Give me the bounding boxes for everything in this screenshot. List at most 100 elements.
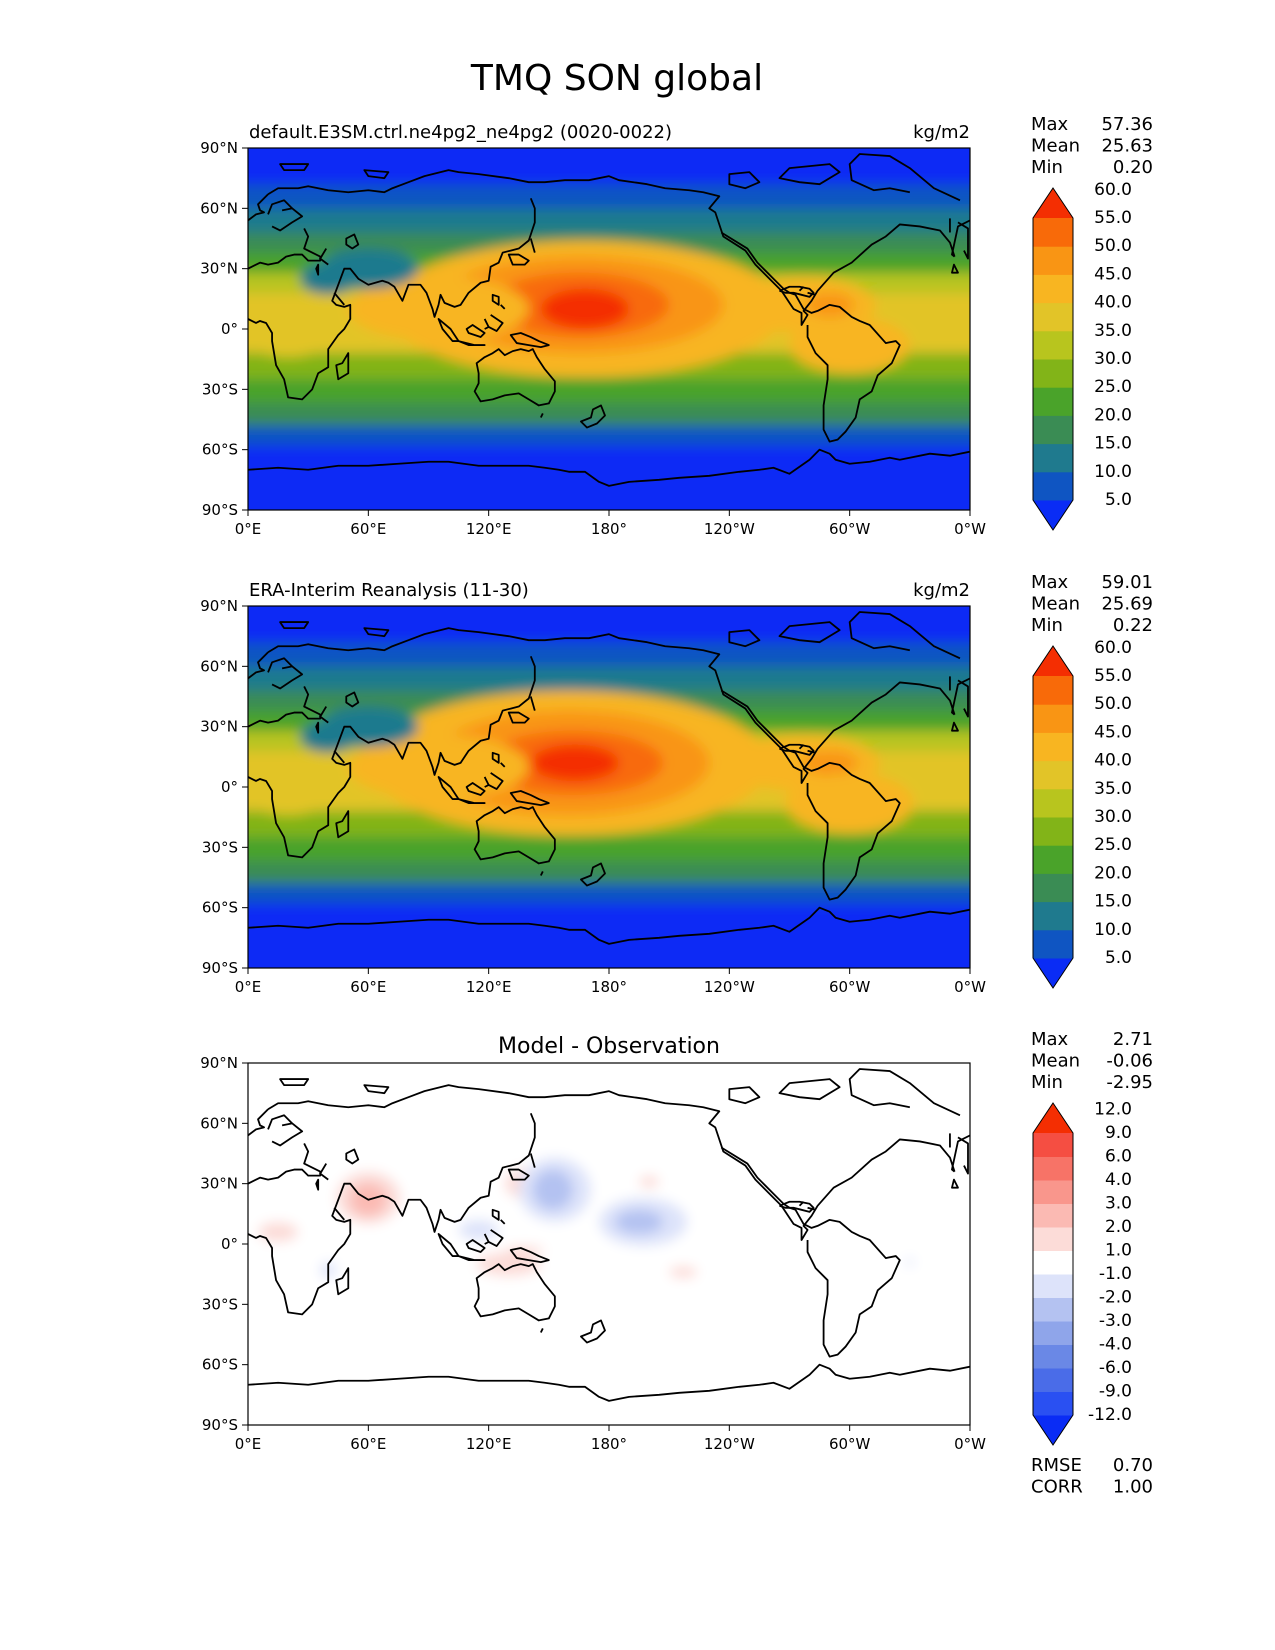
colorbar-segment [1033, 760, 1073, 790]
stat-label: Mean [1031, 1051, 1080, 1072]
stat-value: 25.69 [1101, 594, 1153, 615]
value-band [248, 1063, 970, 1425]
colorbar-tick-label: 55.0 [1094, 208, 1132, 228]
stat-value: 25.63 [1101, 136, 1153, 157]
colorbar-tick-label: 5.0 [1105, 948, 1132, 968]
x-tick-label: 60°W [829, 978, 871, 996]
value-band [248, 642, 970, 667]
y-tick-label: 90°N [200, 139, 238, 157]
colorbar-segment [1033, 873, 1073, 903]
stat-value: 0.20 [1113, 157, 1153, 178]
y-tick-label: 0° [221, 320, 238, 338]
colorbar-segment [1033, 1133, 1073, 1157]
value-band [248, 606, 970, 643]
value-band [248, 666, 970, 691]
y-tick-label: 0° [221, 1235, 238, 1253]
colorbar-tick-label: 12.0 [1094, 1100, 1132, 1120]
colorbar-segment [1033, 246, 1073, 275]
colorbar-tick-label: 10.0 [1094, 920, 1132, 940]
colorbar-segment [1033, 1250, 1073, 1275]
colorbar-tick-label: 30.0 [1094, 349, 1132, 369]
stat-label: CORR [1031, 1477, 1083, 1498]
value-band [248, 148, 970, 185]
stat-label: RMSE [1031, 1455, 1082, 1476]
colorbar-tick-label: 25.0 [1094, 835, 1132, 855]
field-anomaly [615, 1209, 664, 1234]
x-tick-label: 60°E [350, 1435, 386, 1453]
stat-value: 57.36 [1101, 114, 1153, 135]
colorbar: 5.0 10.0 15.0 20.0 25.0 30.0 35.0 40.0 45.0 50.0 5… [1032, 638, 1132, 989]
y-tick-label: 60°N [200, 199, 238, 217]
colorbar-tick-label: 1.0 [1105, 1241, 1132, 1261]
y-tick-label: 60°N [200, 657, 238, 675]
colorbar-segment [1033, 901, 1073, 931]
x-tick-label: 180° [591, 1435, 627, 1453]
colorbar-segment [1033, 704, 1073, 733]
y-tick-label: 60°S [202, 899, 238, 917]
stat-label: Max [1031, 114, 1069, 135]
y-tick-label: 60°N [200, 1114, 238, 1132]
field-anomaly [348, 734, 529, 800]
x-tick-label: 0°E [235, 520, 262, 538]
x-tick-label: 60°E [350, 978, 386, 996]
map-field [248, 606, 970, 968]
panel-subtitle: ERA-Interim Reanalysis (11-30) [249, 580, 529, 601]
x-tick-label: 0°E [235, 1435, 262, 1453]
x-tick-label: 120°W [704, 520, 755, 538]
y-tick-label: 90°S [202, 959, 238, 977]
colorbar-tick-label: 60.0 [1094, 180, 1132, 200]
field-anomaly [789, 316, 910, 374]
colorbar-extend-high [1033, 1103, 1073, 1133]
stat-value: 1.00 [1113, 1477, 1153, 1498]
colorbar-tick-label: 25.0 [1094, 377, 1132, 397]
panel-model: 0°E 60°E 120°E 180° 120°W 60°W 0°W 90°N 60°N 30°N… [200, 114, 1153, 538]
colorbar-tick-label: 6.0 [1105, 1147, 1132, 1167]
x-tick-label: 60°E [350, 520, 386, 538]
field-anomaly [639, 1175, 660, 1188]
colorbar-segment [1033, 1391, 1073, 1416]
colorbar-segment [1033, 274, 1073, 304]
field-anomaly [258, 1221, 299, 1242]
stat-value: -0.06 [1106, 1051, 1153, 1072]
value-band [248, 883, 970, 904]
colorbar-segment [1033, 1321, 1073, 1345]
colorbar-tick-label: -1.0 [1099, 1264, 1132, 1284]
value-band [248, 379, 970, 404]
colorbar-segment [1033, 1227, 1073, 1251]
colorbar-segment [1033, 1180, 1073, 1204]
value-band [248, 903, 970, 968]
y-tick-label: 90°N [200, 597, 238, 615]
field-anomaly [530, 744, 620, 781]
colorbar-extend-high [1033, 646, 1073, 676]
value-band [248, 445, 970, 510]
colorbar-extend-low [1033, 1415, 1073, 1445]
colorbar-tick-label: -9.0 [1099, 1382, 1132, 1402]
stat-value: 0.22 [1113, 615, 1153, 636]
y-tick-label: 60°S [202, 441, 238, 459]
colorbar-segment [1033, 471, 1073, 501]
value-band [248, 425, 970, 446]
colorbar-tick-label: -3.0 [1099, 1311, 1132, 1331]
y-tick-label: 90°S [202, 501, 238, 519]
colorbar-segment [1033, 1203, 1073, 1228]
colorbar-segment [1033, 359, 1073, 388]
x-tick-label: 120°E [466, 978, 512, 996]
colorbar-extend-high [1033, 188, 1073, 218]
field-anomaly [669, 1266, 698, 1279]
colorbar-tick-label: -12.0 [1088, 1405, 1132, 1425]
panel-subtitle: default.E3SM.ctrl.ne4pg2_ne4pg2 (0020-00… [249, 122, 672, 143]
stat-label: Mean [1031, 136, 1080, 157]
stat-value: 0.70 [1113, 1455, 1153, 1476]
field-anomaly [248, 300, 339, 358]
field-anomaly [540, 288, 630, 329]
y-tick-label: 30°N [200, 718, 238, 736]
colorbar-tick-label: 10.0 [1094, 462, 1132, 482]
field-anomaly [300, 720, 357, 753]
colorbar-tick-label: 4.0 [1105, 1170, 1132, 1190]
x-tick-label: 120°W [704, 978, 755, 996]
stat-label: Max [1031, 572, 1069, 593]
field-anomaly [476, 1252, 541, 1277]
colorbar-segment [1033, 732, 1073, 762]
y-tick-label: 90°S [202, 1416, 238, 1434]
stat-value: 59.01 [1101, 572, 1153, 593]
